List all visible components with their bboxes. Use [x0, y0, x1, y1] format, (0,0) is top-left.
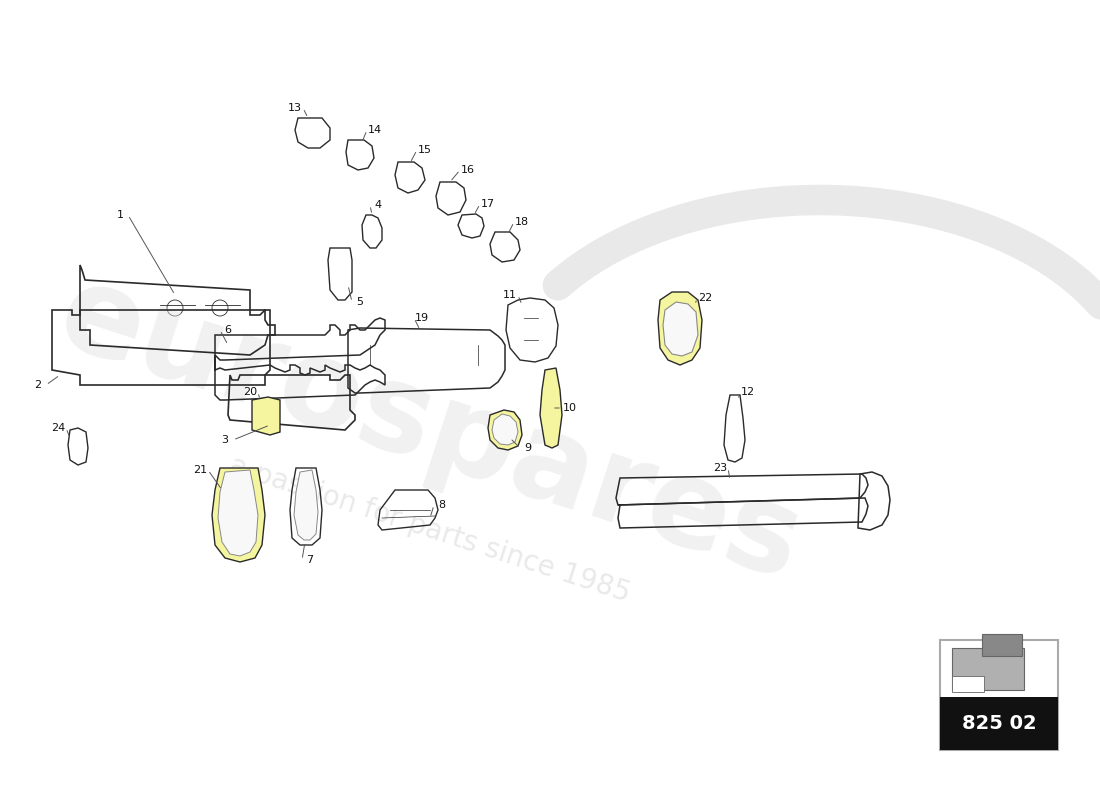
Text: 1: 1	[117, 210, 123, 220]
Text: eurospares: eurospares	[44, 255, 815, 605]
Text: 10: 10	[563, 403, 578, 413]
Text: 825 02: 825 02	[961, 714, 1036, 733]
Text: 12: 12	[741, 387, 755, 397]
Text: 23: 23	[713, 463, 727, 473]
Text: 19: 19	[415, 313, 429, 323]
Text: 7: 7	[307, 555, 314, 565]
Text: 15: 15	[418, 145, 432, 155]
Text: a passion for parts since 1985: a passion for parts since 1985	[227, 452, 634, 608]
Text: 13: 13	[288, 103, 302, 113]
Polygon shape	[488, 410, 522, 450]
Bar	[952, 648, 1024, 690]
Polygon shape	[492, 414, 518, 445]
Text: 14: 14	[367, 125, 382, 135]
Polygon shape	[218, 470, 258, 556]
Text: 8: 8	[439, 500, 446, 510]
Bar	[940, 640, 1058, 750]
Text: 24: 24	[51, 423, 65, 433]
Polygon shape	[252, 397, 280, 435]
Text: 6: 6	[224, 325, 231, 335]
Polygon shape	[212, 468, 265, 562]
Polygon shape	[663, 302, 698, 356]
Bar	[982, 634, 1022, 656]
Polygon shape	[540, 368, 562, 448]
Text: 9: 9	[525, 443, 531, 453]
Text: 17: 17	[481, 199, 495, 209]
Text: 4: 4	[374, 200, 382, 210]
Text: 22: 22	[697, 293, 712, 303]
Text: 2: 2	[34, 380, 42, 390]
Polygon shape	[294, 470, 318, 540]
Text: 11: 11	[503, 290, 517, 300]
Polygon shape	[658, 292, 702, 365]
Bar	[952, 676, 984, 692]
Text: 16: 16	[461, 165, 475, 175]
Text: 18: 18	[515, 217, 529, 227]
Text: 21: 21	[192, 465, 207, 475]
Text: 20: 20	[243, 387, 257, 397]
Bar	[940, 698, 1058, 750]
Text: 5: 5	[356, 297, 363, 307]
Text: 3: 3	[221, 435, 229, 445]
